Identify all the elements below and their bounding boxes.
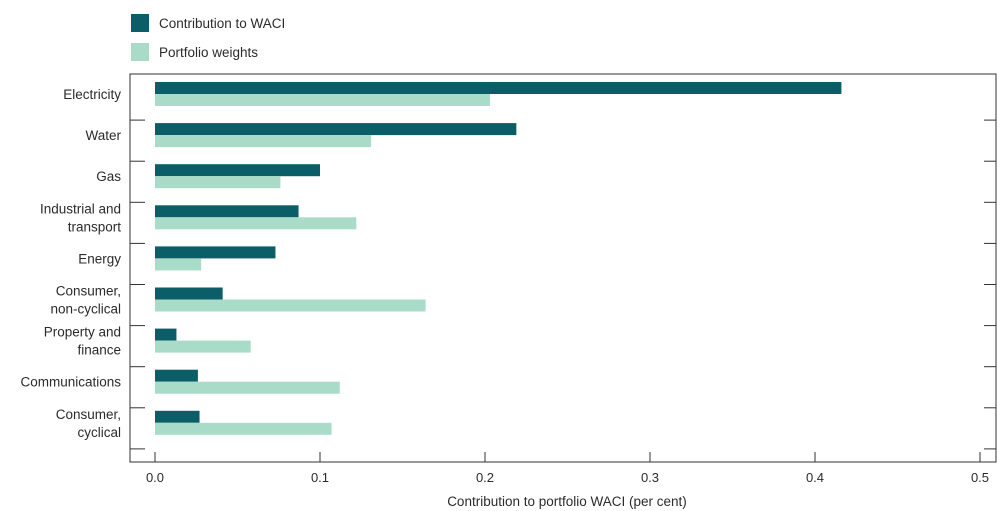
right-category-ticks bbox=[984, 119, 996, 450]
bar-weight-7 bbox=[155, 340, 251, 353]
x-tick-label: 0.5 bbox=[971, 470, 989, 485]
category-label: Consumer, bbox=[56, 407, 121, 422]
x-tick-label: 0.1 bbox=[311, 470, 329, 485]
legend-label-2: Portfolio weights bbox=[159, 45, 258, 60]
x-axis-title: Contribution to portfolio WACI (per cent… bbox=[447, 494, 687, 509]
bar-weight-5 bbox=[155, 258, 202, 271]
bars bbox=[155, 82, 842, 435]
bar-contribution-9 bbox=[155, 410, 200, 423]
category-label: Industrial and bbox=[40, 201, 121, 216]
x-tick-label: 0.4 bbox=[806, 470, 824, 485]
bar-contribution-8 bbox=[155, 369, 198, 382]
left-category-ticks bbox=[130, 119, 145, 450]
bar-weight-8 bbox=[155, 381, 340, 394]
category-label: Communications bbox=[20, 375, 121, 390]
category-label: finance bbox=[77, 343, 121, 358]
bar-contribution-3 bbox=[155, 164, 320, 177]
category-label: cyclical bbox=[77, 425, 121, 440]
bar-contribution-5 bbox=[155, 246, 276, 259]
category-labels: Electricity Water Gas Industrial and transpo… bbox=[20, 87, 121, 440]
plot-frame bbox=[129, 73, 997, 463]
legend-swatch-2 bbox=[131, 43, 149, 61]
bar-weight-4 bbox=[155, 217, 357, 230]
bar-weight-1 bbox=[155, 94, 490, 106]
x-axis: 0.0 0.1 0.2 0.3 0.4 0.5 bbox=[146, 452, 989, 485]
bar-contribution-6 bbox=[155, 287, 223, 300]
category-label: Water bbox=[85, 128, 121, 143]
category-label: Energy bbox=[78, 251, 121, 266]
bar-weight-9 bbox=[155, 422, 332, 435]
bar-contribution-1 bbox=[155, 82, 842, 94]
bar-contribution-2 bbox=[155, 123, 517, 136]
bar-weight-6 bbox=[155, 299, 426, 312]
bar-contribution-7 bbox=[155, 328, 177, 341]
x-tick-label: 0.0 bbox=[146, 470, 164, 485]
category-label: non-cyclical bbox=[50, 302, 121, 317]
category-label: Consumer, bbox=[56, 284, 121, 299]
category-label: transport bbox=[68, 219, 122, 234]
category-label: Gas bbox=[96, 169, 121, 184]
legend: Contribution to WACI Portfolio weights bbox=[131, 14, 285, 61]
x-tick-label: 0.2 bbox=[476, 470, 494, 485]
bar-contribution-4 bbox=[155, 205, 299, 218]
x-tick-label: 0.3 bbox=[641, 470, 659, 485]
category-label: Property and bbox=[44, 325, 121, 340]
legend-swatch-1 bbox=[131, 14, 149, 32]
legend-label-1: Contribution to WACI bbox=[159, 16, 285, 31]
bar-weight-3 bbox=[155, 176, 281, 189]
category-label: Electricity bbox=[63, 87, 121, 102]
bar-weight-2 bbox=[155, 135, 372, 148]
